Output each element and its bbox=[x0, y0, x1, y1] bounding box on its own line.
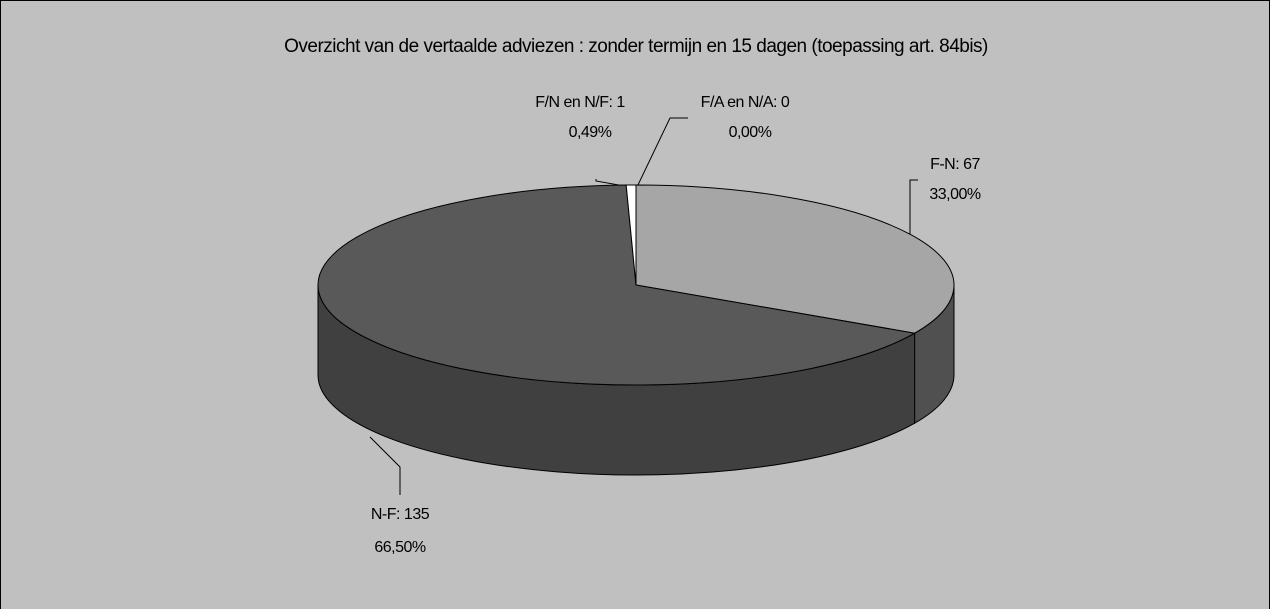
data-label: 33,00% bbox=[929, 186, 981, 203]
data-labels: F-N: 67 33,00% N-F: 135 66,50% F/N en N/… bbox=[371, 94, 982, 556]
data-label: N-F: 135 bbox=[371, 506, 430, 523]
leader-line bbox=[369, 436, 401, 495]
data-label: F-N: 67 bbox=[930, 156, 980, 173]
leader-line bbox=[636, 117, 688, 188]
data-label: F/N en N/F: 1 bbox=[535, 94, 625, 111]
pie bbox=[317, 184, 955, 476]
pie-slice bbox=[635, 184, 955, 334]
leader-line bbox=[909, 179, 918, 236]
chart-title: Overzicht van de vertaalde adviezen : zo… bbox=[284, 36, 988, 57]
data-label: 66,50% bbox=[374, 539, 426, 556]
pie-slice bbox=[317, 184, 917, 386]
data-label: 0,49% bbox=[569, 124, 612, 141]
data-label: 0,00% bbox=[729, 124, 772, 141]
data-label: F/A en N/A: 0 bbox=[701, 94, 790, 111]
